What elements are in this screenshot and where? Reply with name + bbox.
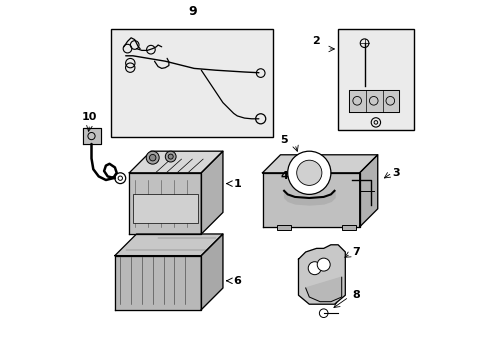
Polygon shape xyxy=(305,277,341,302)
Circle shape xyxy=(165,151,176,162)
Circle shape xyxy=(168,154,173,159)
Polygon shape xyxy=(359,155,377,227)
Polygon shape xyxy=(115,234,223,256)
Polygon shape xyxy=(129,173,201,234)
FancyBboxPatch shape xyxy=(111,29,273,137)
Polygon shape xyxy=(262,155,377,173)
Text: 9: 9 xyxy=(187,5,196,18)
FancyBboxPatch shape xyxy=(337,29,413,130)
Polygon shape xyxy=(82,128,101,144)
Text: 8: 8 xyxy=(352,290,360,300)
Circle shape xyxy=(287,151,330,194)
Text: 5: 5 xyxy=(280,135,287,145)
FancyBboxPatch shape xyxy=(133,194,197,223)
Circle shape xyxy=(317,258,329,271)
Text: 10: 10 xyxy=(82,112,97,122)
FancyBboxPatch shape xyxy=(276,225,291,230)
Polygon shape xyxy=(129,151,223,173)
Text: 3: 3 xyxy=(391,168,399,178)
Text: 4: 4 xyxy=(280,171,287,181)
Circle shape xyxy=(296,160,321,185)
Text: 7: 7 xyxy=(352,247,360,257)
Text: 6: 6 xyxy=(233,276,241,286)
Text: 1: 1 xyxy=(233,179,241,189)
FancyBboxPatch shape xyxy=(341,225,355,230)
Polygon shape xyxy=(115,256,201,310)
Polygon shape xyxy=(298,245,345,304)
Polygon shape xyxy=(201,151,223,234)
Polygon shape xyxy=(262,173,359,227)
Text: 2: 2 xyxy=(312,36,320,46)
Polygon shape xyxy=(201,234,223,310)
Circle shape xyxy=(307,262,321,275)
Circle shape xyxy=(146,151,159,164)
Circle shape xyxy=(149,154,156,161)
Polygon shape xyxy=(348,90,399,112)
